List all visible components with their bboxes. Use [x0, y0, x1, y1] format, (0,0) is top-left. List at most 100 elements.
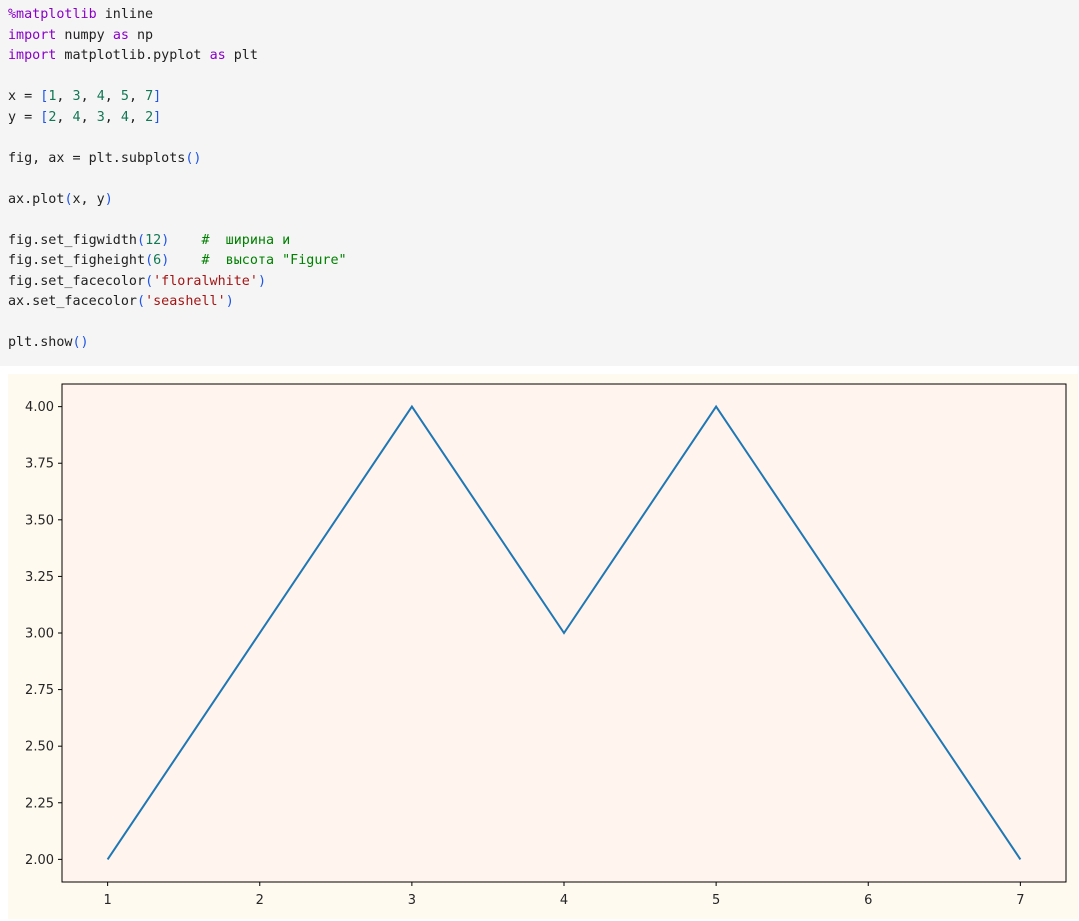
code-line: ax.set_facecolor('seashell'): [8, 292, 347, 313]
code-token: 12: [145, 232, 162, 248]
x-tick-label: 7: [1016, 893, 1024, 908]
y-tick-label: 2.50: [25, 740, 54, 755]
code-token: ): [161, 253, 170, 268]
y-tick-label: 2.00: [25, 853, 54, 868]
code-line: fig.set_figwidth(12) # ширина и: [8, 231, 347, 252]
code-token: (: [145, 253, 154, 268]
code-token: np: [128, 27, 154, 43]
code-token: fig.set_facecolor: [8, 273, 146, 289]
code-line: y = [2, 4, 3, 4, 2]: [8, 108, 347, 129]
code-token: import: [8, 27, 57, 43]
code-line: [8, 169, 347, 190]
x-tick-label: 3: [408, 893, 416, 908]
code-token: matplotlib.pyplot: [56, 48, 210, 63]
code-token: 1: [48, 89, 57, 104]
x-tick-label: 2: [256, 893, 264, 908]
code-token: 5: [120, 89, 129, 104]
x-tick-label: 5: [712, 893, 720, 908]
code-token: fig.set_figwidth: [8, 232, 137, 248]
code-token: %matplotlib: [8, 7, 97, 22]
code-token: [: [40, 109, 49, 125]
code-token: ,: [128, 109, 146, 125]
code-line: fig.set_facecolor('floralwhite'): [8, 272, 347, 293]
code-token: ]: [153, 109, 162, 125]
code-token: 'floralwhite': [153, 273, 258, 289]
code-cell[interactable]: %matplotlib inline import numpy as np impo…: [0, 0, 1079, 366]
code-token: ): [104, 191, 113, 207]
code-token: ,: [104, 89, 121, 104]
code-token: 3: [72, 89, 81, 104]
code-token: x, y: [72, 191, 105, 207]
y-tick-label: 2.25: [25, 796, 54, 811]
code-token: 4: [120, 109, 129, 125]
code-token: (: [137, 294, 146, 309]
code-token: inline: [96, 7, 154, 22]
x-tick-label: 4: [560, 893, 568, 908]
code-line: fig, ax = plt.subplots(): [8, 149, 347, 170]
code-token: (): [72, 335, 89, 350]
code-token: [: [40, 89, 49, 104]
code-token: 4: [72, 109, 81, 125]
code-token: ,: [80, 109, 97, 125]
code-token: fig, ax = plt.subplots: [8, 150, 186, 166]
code-editor[interactable]: %matplotlib inline import numpy as np impo…: [8, 5, 347, 354]
plot-frame: [61, 383, 1067, 883]
x-tick-label: 1: [103, 893, 111, 908]
code-token: ,: [104, 109, 121, 125]
code-token: ,: [80, 89, 97, 104]
code-line: [8, 67, 347, 88]
code-token: (): [185, 150, 202, 166]
code-token: ax.set_facecolor: [8, 294, 137, 309]
code-line: [8, 313, 347, 334]
y-tick-label: 3.50: [25, 513, 54, 528]
code-token: plt.show: [8, 335, 73, 350]
code-token: 2: [145, 109, 154, 125]
series-line: [106, 404, 1022, 860]
code-token: # ширина и: [201, 232, 291, 248]
code-token: ]: [153, 89, 162, 104]
y-tick-label: 4.00: [25, 400, 54, 415]
code-token: y =: [8, 109, 41, 125]
code-token: 4: [96, 89, 105, 104]
code-token: ,: [128, 89, 146, 104]
code-token: (: [64, 191, 73, 207]
code-token: import: [8, 48, 57, 63]
code-token: [169, 253, 201, 268]
code-token: (: [145, 273, 154, 289]
y-axis: 2.00 2.25 2.50 2.75 3.00 3.25 3.50 3.75 4.00: [25, 400, 62, 868]
code-line: %matplotlib inline: [8, 5, 347, 26]
code-token: x =: [8, 89, 41, 104]
code-token: ): [257, 273, 266, 289]
code-token: # высота "Figure": [201, 253, 347, 268]
code-token: ax.plot: [8, 191, 65, 207]
code-token: [169, 233, 201, 248]
code-token: 3: [96, 109, 105, 125]
x-tick-label: 6: [864, 893, 872, 908]
code-line: fig.set_figheight(6) # высота "Figure": [8, 251, 347, 272]
code-token: (: [137, 232, 146, 248]
code-line: [8, 128, 347, 149]
code-token: ): [161, 232, 170, 248]
y-tick-label: 3.25: [25, 570, 54, 585]
x-axis: 1 2 3 4 5 6 7: [103, 882, 1025, 908]
code-line: [8, 210, 347, 231]
y-tick-label: 2.75: [25, 683, 54, 698]
code-token: fig.set_figheight: [8, 253, 146, 268]
code-line: import numpy as np: [8, 26, 347, 47]
code-token: 7: [145, 89, 154, 104]
code-line: x = [1, 3, 4, 5, 7]: [8, 87, 347, 108]
code-token: 'seashell': [145, 294, 226, 309]
line-chart: 2.00 2.25 2.50 2.75 3.00 3.25 3.50 3.75 4.00 1 2 3…: [8, 374, 1078, 919]
code-line: ax.plot(x, y): [8, 190, 347, 211]
y-tick-label: 3.75: [25, 457, 54, 472]
code-token: ): [225, 294, 234, 309]
code-token: 2: [48, 109, 57, 125]
code-token: ,: [56, 89, 73, 104]
code-token: as: [209, 48, 226, 63]
code-line: plt.show(): [8, 333, 347, 354]
code-token: numpy: [56, 27, 113, 43]
code-token: as: [112, 27, 129, 43]
code-token: ,: [56, 109, 73, 125]
code-line: import matplotlib.pyplot as plt: [8, 46, 347, 67]
code-token: 6: [153, 253, 162, 268]
